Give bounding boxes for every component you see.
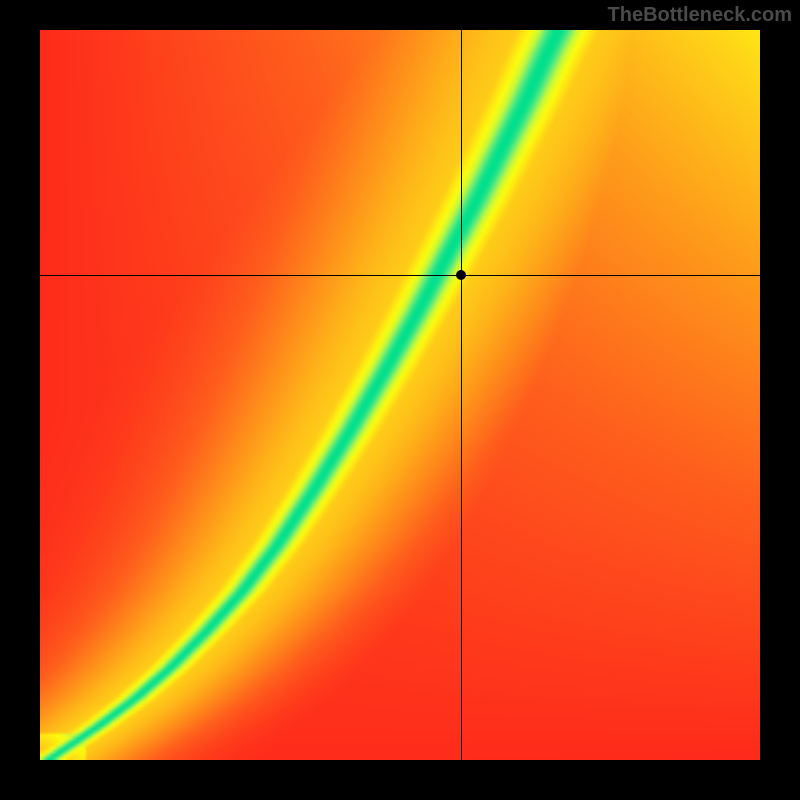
crosshair-horizontal xyxy=(40,275,760,276)
watermark-text: TheBottleneck.com xyxy=(608,4,792,27)
chart-container: TheBottleneck.com xyxy=(0,0,800,800)
crosshair-marker xyxy=(456,270,466,280)
heatmap-canvas xyxy=(40,30,760,760)
crosshair-vertical xyxy=(461,30,462,760)
plot-area xyxy=(40,30,760,760)
